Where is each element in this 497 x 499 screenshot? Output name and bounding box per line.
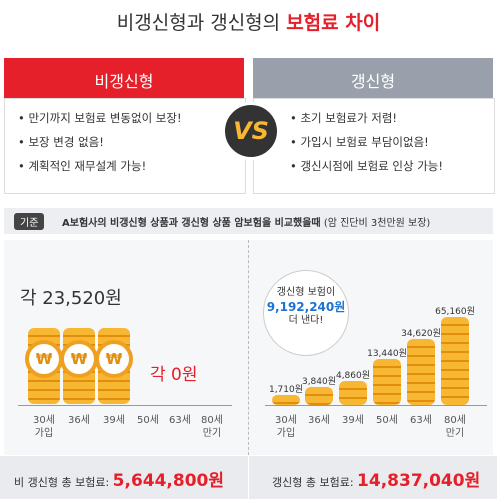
right-total-bar — [249, 456, 497, 499]
left-total: 비 갱신형 총 보험료: 5,644,800원 — [14, 466, 224, 491]
title: 비갱신형과 갱신형의 보험료 차이 — [0, 8, 497, 35]
age-label: 50세 — [367, 414, 407, 427]
right-header — [253, 58, 493, 98]
age-line: 50세 — [137, 415, 159, 426]
age-label: 39세 — [94, 414, 134, 427]
bubble: 갱신형 보험이 9,192,240원 더 낸다! — [263, 270, 349, 356]
won-coin: ₩ — [25, 340, 63, 378]
age-line: 30세 — [33, 415, 55, 426]
left-total-bar — [0, 456, 248, 499]
bubble-line: 더 낸다! — [288, 315, 324, 326]
total-value: 5,644,800원 — [112, 471, 225, 491]
age-line: 30세 — [275, 415, 297, 426]
age-label: 63세 — [160, 414, 200, 427]
age-line: 63세 — [169, 415, 191, 426]
age-label: 36세 — [299, 414, 339, 427]
point: 계획적인 재무설계 가능! — [28, 159, 147, 173]
age-label: 50세 — [128, 414, 168, 427]
basis-bar — [4, 208, 493, 234]
basis-text: A보험사의 비갱신형 상품과 갱신형 상품 암보험을 비교했을때 (암 진단비 … — [62, 214, 430, 229]
age-line: 36세 — [308, 415, 330, 426]
left-heading: 비갱신형 — [94, 72, 154, 91]
value-label: 4,860원 — [335, 371, 371, 381]
vs-badge: VS — [222, 102, 280, 160]
age-line: 80세 — [444, 415, 466, 426]
age-label: 36세 — [59, 414, 99, 427]
left-points: • 만기까지 보험료 변동없이 보장! • 보장 변경 없음! • 계획적인 재… — [18, 111, 182, 173]
divider — [248, 240, 249, 455]
coin-stack — [305, 387, 333, 405]
age-line: 63세 — [410, 415, 432, 426]
right-points: • 초기 보험료가 저렴! • 가입시 보험료 부담이없음! • 갱신시점에 보… — [290, 111, 443, 173]
total-label: 비 갱신형 총 보험료: — [14, 476, 110, 489]
title-prefix: 비갱신형과 갱신형의 — [116, 12, 281, 34]
age-line: 36세 — [68, 415, 90, 426]
age-label: 63세 — [401, 414, 441, 427]
age-label: 39세 — [333, 414, 373, 427]
point: 가입시 보험료 부담이없음! — [300, 135, 429, 149]
coin-stack — [407, 339, 435, 405]
total-value: 14,837,040원 — [357, 471, 481, 491]
age-line: 만기 — [202, 428, 222, 439]
left-box — [4, 98, 246, 194]
age-line: 가입 — [34, 428, 54, 439]
axis — [265, 405, 487, 406]
value-label: 3,840원 — [301, 377, 337, 387]
axis — [18, 405, 232, 406]
point: 초기 보험료가 저렴! — [300, 111, 398, 125]
bubble-amount: 9,192,240원 — [266, 300, 346, 314]
basis-note: (암 진단비 3천만원 보장) — [323, 218, 431, 229]
won-coin: ₩ — [95, 340, 133, 378]
coin-stack — [373, 359, 401, 405]
basis-main: A보험사의 비갱신형 상품과 갱신형 상품 암보험을 비교했을때 — [62, 218, 321, 229]
coin-stack — [441, 317, 469, 405]
age-line: 만기 — [445, 428, 465, 439]
age-line: 50세 — [376, 415, 398, 426]
age-line: 가입 — [276, 428, 296, 439]
coin-stack — [272, 395, 300, 405]
bubble-line: 갱신형 보험이 — [276, 287, 336, 298]
right-total: 갱신형 총 보험료: 14,837,040원 — [272, 466, 480, 491]
right-box — [253, 98, 495, 194]
point: 만기까지 보험료 변동없이 보장! — [28, 111, 182, 125]
point: 갱신시점에 보험료 인상 가능! — [300, 159, 443, 173]
left-amount: 각 23,520원 — [20, 288, 122, 309]
age-line: 39세 — [103, 415, 125, 426]
left-header — [4, 58, 244, 98]
value-label: 34,620원 — [401, 329, 441, 339]
value-label: 1,710원 — [268, 385, 304, 395]
right-heading: 갱신형 — [350, 72, 396, 91]
age-line: 80세 — [201, 415, 223, 426]
won-coin: ₩ — [60, 340, 98, 378]
basis-tag: 기준 — [14, 213, 45, 230]
title-highlight: 보험료 차이 — [286, 12, 381, 34]
point: 보장 변경 없음! — [28, 135, 104, 149]
total-label: 갱신형 총 보험료: — [272, 476, 354, 489]
value-label: 13,440원 — [367, 349, 407, 359]
value-label: 65,160원 — [435, 307, 475, 317]
zero-amount: 각 0원 — [150, 365, 198, 385]
coin-stack — [339, 381, 367, 405]
age-line: 39세 — [342, 415, 364, 426]
